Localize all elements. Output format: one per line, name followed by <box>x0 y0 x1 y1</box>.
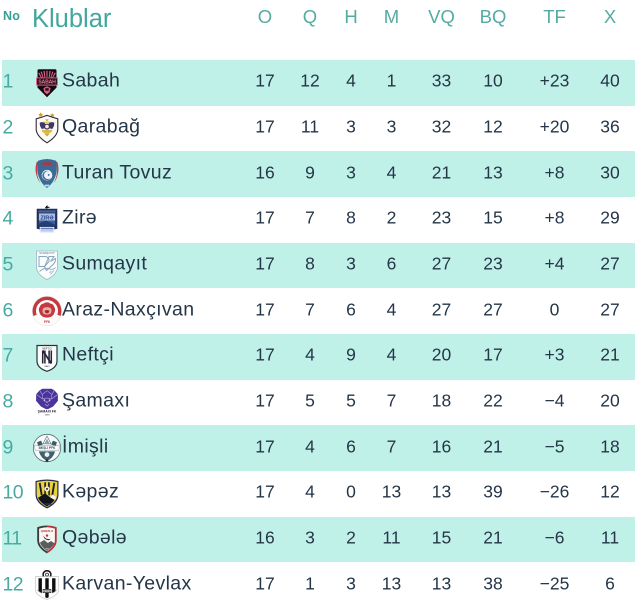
svg-text:ŞAMAXI FK: ŞAMAXI FK <box>38 410 57 414</box>
svg-text:NEFTÇİ: NEFTÇİ <box>42 345 52 350</box>
svg-text:ZIRƏ: ZIRƏ <box>40 215 53 221</box>
svg-text:İMİŞLİ PFK: İMİŞLİ PFK <box>39 446 56 450</box>
svg-text:SUMQAYIT: SUMQAYIT <box>39 252 55 256</box>
svg-text:BAKI: BAKI <box>45 365 50 368</box>
svg-text:SABAH: SABAH <box>38 79 56 85</box>
svg-text:PFK: PFK <box>44 320 51 324</box>
svg-text:1995: 1995 <box>45 549 50 551</box>
svg-text:QƏBƏLƏ: QƏBƏLƏ <box>41 530 53 534</box>
svg-text:1958: 1958 <box>45 415 51 417</box>
